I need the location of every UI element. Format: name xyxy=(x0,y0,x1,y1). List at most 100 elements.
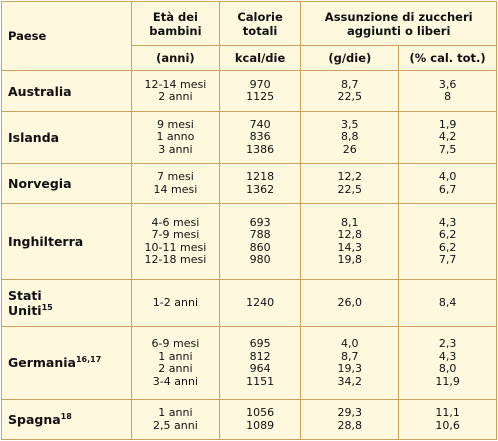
country-text: Stati Uniti xyxy=(8,287,42,319)
kcal-cell: 693 788 860 980 xyxy=(218,203,302,280)
g-value: 26,0 xyxy=(337,295,363,309)
country-text: Norvegia xyxy=(8,176,72,191)
g-value: 8,1 xyxy=(341,215,359,229)
g-value: 12,8 xyxy=(337,228,363,241)
country-text: Spagna xyxy=(8,412,61,428)
kcal-value: 693 xyxy=(249,215,271,229)
g-cell: 3,5 8,8 26 xyxy=(300,111,400,164)
footnote-ref: 15 xyxy=(41,302,53,312)
country-cell: Norvegia xyxy=(0,163,133,204)
country-cell: Spagna18 xyxy=(0,399,133,440)
pct-cell: 2,3 4,3 8,0 11,9 xyxy=(398,326,497,400)
country-name: Australia xyxy=(8,84,72,99)
country-name: Germania16,17 xyxy=(8,355,101,370)
kcal-value: 1125 xyxy=(246,90,275,103)
footnote-ref: 16,17 xyxy=(75,355,102,365)
country-cell: Australia xyxy=(0,70,133,112)
kcal-value: 970 xyxy=(249,77,271,91)
g-value: 19,3 xyxy=(337,362,363,375)
country-name: Inghilterra xyxy=(8,234,83,249)
pct-value: 6,7 xyxy=(438,182,457,196)
country-name: Spagna18 xyxy=(8,412,72,427)
country-text: Islanda xyxy=(8,130,60,145)
header-cell: (g/die) xyxy=(300,45,400,71)
pct-value: 8,4 xyxy=(438,295,457,309)
kcal-cell: 970 1125 xyxy=(218,70,302,112)
ages-cell: 7 mesi 14 mesi xyxy=(131,163,220,204)
country-name: Norvegia xyxy=(8,176,72,191)
header-cell: kcal/die xyxy=(218,45,302,71)
ages-value: 1 anni xyxy=(158,406,193,419)
ages-value: 1 anni xyxy=(158,349,193,363)
header-cell: Calorie totali xyxy=(218,1,302,46)
g-value: 12,2 xyxy=(337,170,363,183)
pct-value: 3,6 xyxy=(438,77,457,91)
g-value: 34,2 xyxy=(337,374,363,388)
g-value: 28,8 xyxy=(337,418,363,432)
pct-value: 7,7 xyxy=(438,253,457,266)
kcal-value: 836 xyxy=(249,130,271,144)
g-cell: 8,7 22,5 xyxy=(300,70,400,112)
kcal-value: 860 xyxy=(249,240,271,254)
g-cell: 8,1 12,8 14,3 19,8 xyxy=(300,203,400,280)
country-name: Islanda xyxy=(8,130,59,145)
kcal-value: 1089 xyxy=(246,418,275,432)
ages-cell: 9 mesi 1 anno 3 anni xyxy=(131,111,220,164)
g-value: 26 xyxy=(342,142,357,156)
row: Islanda 9 mesi 1 anno 3 anni 740 836 1386 3,5 8,… xyxy=(0,111,497,164)
header-cell: (anni) xyxy=(131,45,220,71)
ages-cell: 4-6 mesi 7-9 mesi 10-11 mesi 12-18 mesi xyxy=(131,203,220,280)
g-value: 8,8 xyxy=(341,130,359,144)
header-cell: Assunzione di zuccheri aggiunti o liberi xyxy=(300,1,497,46)
kcal-value: 1386 xyxy=(246,142,275,156)
pct-value: 10,6 xyxy=(435,418,460,432)
g-cell: 26,0 xyxy=(300,279,400,327)
ages-value: 12-18 mesi xyxy=(144,253,207,266)
kcal-cell: 1240 xyxy=(218,279,302,327)
row: Spagna18 1 anni 2,5 anni 1056 1089 29,3 28,8 11… xyxy=(0,399,497,440)
g-value: 8,7 xyxy=(341,77,359,91)
g-value: 19,8 xyxy=(337,253,363,266)
ages-value: 7-9 mesi xyxy=(151,228,200,241)
kcal-value: 1218 xyxy=(246,170,275,183)
pct-value: 11,9 xyxy=(435,374,460,388)
country-cell: Islanda xyxy=(0,111,133,164)
footnote-ref: 18 xyxy=(60,411,72,421)
g-cell: 4,0 8,7 19,3 34,2 xyxy=(300,326,400,400)
pct-value: 1,9 xyxy=(438,117,457,131)
ages-cell: 12-14 mesi 2 anni xyxy=(131,70,220,112)
row: Australia 12-14 mesi 2 anni 970 1125 8,7 22,5 3… xyxy=(0,70,497,112)
header-row: Paese Età dei bambini Calorie totali Ass… xyxy=(0,1,497,71)
ages-value: 6-9 mesi xyxy=(151,337,200,350)
kcal-value: 1056 xyxy=(246,406,275,419)
ages-value: 3 anni xyxy=(158,142,193,156)
ages-cell: 1 anni 2,5 anni xyxy=(131,399,220,440)
header-cell: (% cal. tot.) xyxy=(398,45,497,71)
kcal-cell: 1218 1362 xyxy=(218,163,302,204)
g-value: 4,0 xyxy=(341,337,359,350)
header-cell: Paese xyxy=(0,1,133,71)
pct-value: 8,0 xyxy=(438,362,457,375)
g-value: 22,5 xyxy=(337,182,363,196)
pct-cell: 1,9 4,2 7,5 xyxy=(398,111,497,164)
table-body: Australia 12-14 mesi 2 anni 970 1125 8,7 22,5 3… xyxy=(0,70,497,440)
row: Norvegia 7 mesi 14 mesi 1218 1362 12,2 22,5 4,0… xyxy=(0,163,497,204)
pct-value: 6,2 xyxy=(438,240,457,254)
pct-value: 4,3 xyxy=(438,349,457,363)
row: Stati Uniti15 1-2 anni 1240 26,0 8,4 xyxy=(0,279,497,327)
country-name: Stati Uniti15 xyxy=(8,288,72,318)
g-value: 22,5 xyxy=(337,90,363,103)
kcal-cell: 740 836 1386 xyxy=(218,111,302,164)
pct-value: 11,1 xyxy=(435,406,460,419)
country-cell: Stati Uniti15 xyxy=(0,279,133,327)
g-value: 8,7 xyxy=(341,349,359,363)
ages-value: 1 anno xyxy=(156,130,195,144)
ages-value: 12-14 mesi xyxy=(144,77,207,91)
pct-cell: 3,6 8 xyxy=(398,70,497,112)
g-value: 3,5 xyxy=(341,117,359,131)
kcal-value: 740 xyxy=(249,117,271,131)
kcal-value: 980 xyxy=(249,253,271,266)
ages-value: 2 anni xyxy=(158,362,193,375)
